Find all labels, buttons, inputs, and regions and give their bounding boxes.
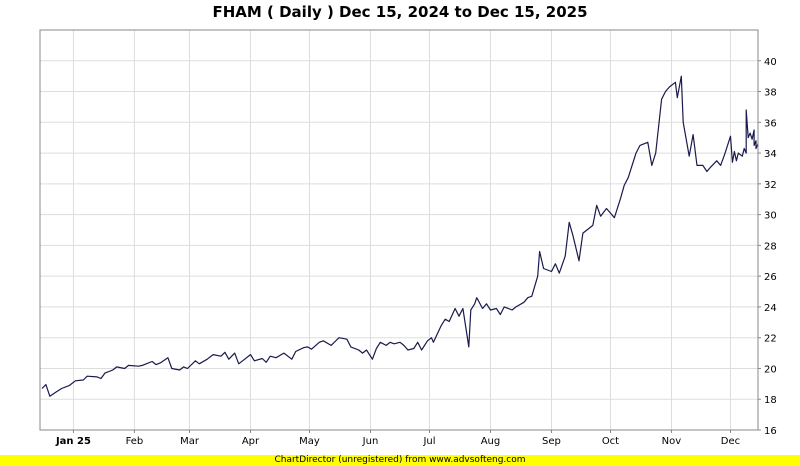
y-tick-label: 28 bbox=[764, 241, 777, 252]
x-tick-label: Feb bbox=[126, 436, 144, 447]
x-tick-label: Sep bbox=[542, 436, 561, 447]
y-tick-label: 24 bbox=[764, 303, 777, 314]
x-tick-label: Dec bbox=[721, 436, 740, 447]
grid-lines bbox=[40, 30, 758, 431]
y-tick-label: 26 bbox=[764, 272, 777, 283]
series-line bbox=[41, 75, 759, 397]
y-tick-label: 22 bbox=[764, 334, 777, 345]
y-tick-label: 32 bbox=[764, 180, 777, 191]
x-tick-label: Mar bbox=[180, 436, 200, 447]
x-axis: Jan 25 Feb Mar Apr May Jun Jul Aug Sep Oct Nov Dec bbox=[55, 430, 740, 447]
plot-area-border bbox=[39, 29, 759, 431]
y-tick-label: 20 bbox=[764, 364, 777, 375]
x-tick-label: Aug bbox=[481, 436, 501, 447]
x-tick-label: Apr bbox=[242, 436, 260, 447]
watermark-footer: ChartDirector (unregistered) from www.ad… bbox=[0, 455, 800, 466]
price-series bbox=[41, 75, 759, 397]
y-tick-label: 36 bbox=[764, 118, 777, 129]
y-tick-label: 18 bbox=[764, 395, 777, 406]
x-tick-label: Jul bbox=[422, 436, 435, 447]
y-tick-label: 30 bbox=[764, 211, 777, 222]
chart-title: FHAM ( Daily ) Dec 15, 2024 to Dec 15, 2… bbox=[212, 3, 588, 21]
x-tick-label: Jan 25 bbox=[55, 436, 91, 447]
y-axis: 16 18 20 22 24 26 28 30 32 34 36 38 40 bbox=[758, 57, 777, 437]
y-tick-label: 38 bbox=[764, 88, 777, 99]
y-tick-label: 34 bbox=[764, 149, 777, 160]
y-tick-label: 16 bbox=[764, 426, 777, 437]
x-tick-label: Nov bbox=[662, 436, 682, 447]
y-tick-label: 40 bbox=[764, 57, 777, 68]
plot-area-background bbox=[40, 30, 758, 430]
x-tick-label: May bbox=[299, 436, 320, 447]
x-tick-label: Jun bbox=[362, 436, 379, 447]
x-tick-label: Oct bbox=[602, 436, 619, 447]
